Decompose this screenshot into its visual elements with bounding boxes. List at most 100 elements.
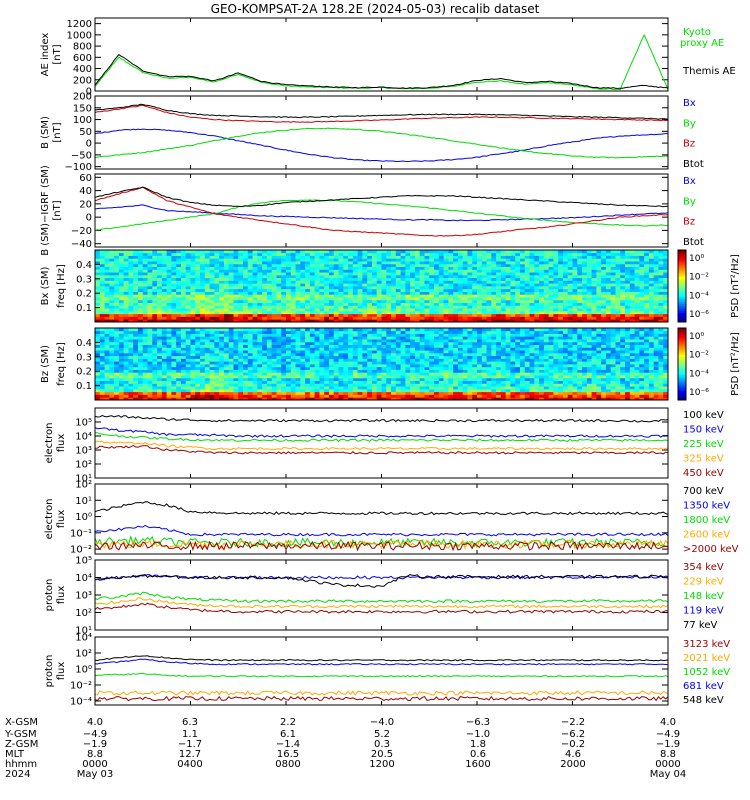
heatmap-cell: [257, 372, 263, 376]
heatmap-cell: [453, 302, 459, 306]
heatmap-cell: [414, 280, 421, 284]
legend-entry: Btot: [683, 237, 704, 248]
heatmap-cell: [185, 330, 191, 334]
heatmap-cell: [262, 250, 268, 254]
heatmap-cell: [605, 294, 612, 298]
heatmap-cell: [223, 313, 230, 317]
heatmap-cell: [161, 358, 168, 362]
heatmap-cell: [639, 261, 645, 265]
heatmap-cell: [123, 297, 129, 301]
heatmap-cell: [243, 269, 249, 273]
heatmap-cell: [223, 310, 230, 315]
heatmap-cell: [629, 302, 635, 306]
heatmap-cell: [591, 272, 597, 276]
heatmap-cell: [653, 277, 659, 281]
heatmap-cell: [548, 319, 554, 323]
heatmap-cell: [171, 358, 177, 362]
heatmap-cell: [142, 336, 148, 340]
heatmap-cell: [453, 263, 459, 268]
heatmap-cell: [209, 302, 215, 306]
heatmap-cell: [295, 310, 301, 315]
heatmap-cell: [371, 272, 378, 276]
heatmap-cell: [176, 258, 182, 262]
heatmap-cell: [348, 369, 354, 373]
heatmap-cell: [596, 250, 602, 254]
heatmap-cell: [142, 316, 148, 320]
heatmap-cell: [477, 274, 483, 279]
heatmap-cell: [510, 277, 516, 281]
heatmap-cell: [137, 369, 144, 373]
heatmap-cell: [190, 319, 196, 323]
heatmap-cell: [328, 263, 335, 268]
heatmap-cell: [438, 313, 444, 317]
heatmap-cell: [457, 294, 464, 298]
heatmap-cell: [395, 391, 402, 395]
heatmap-cell: [333, 297, 339, 301]
heatmap-cell: [391, 341, 397, 346]
heatmap-cell: [438, 297, 444, 301]
heatmap-cell: [161, 366, 168, 370]
heatmap-cell: [128, 380, 134, 384]
y-tick-label: 60: [79, 173, 92, 184]
heatmap-cell: [434, 305, 440, 309]
heatmap-cell: [524, 255, 530, 259]
heatmap-cell: [558, 308, 564, 312]
heatmap-cell: [639, 274, 645, 279]
heatmap-cell: [467, 258, 473, 262]
heatmap-cell: [663, 283, 669, 287]
heatmap-cell: [357, 394, 363, 398]
colorbar-step: [678, 304, 686, 307]
heatmap-cell: [114, 355, 120, 359]
heatmap-cell: [228, 297, 234, 301]
heatmap-cell: [429, 258, 435, 262]
heatmap-cell: [114, 339, 120, 343]
heatmap-cell: [348, 330, 354, 334]
heatmap-cell: [171, 299, 177, 304]
heatmap-cell: [233, 352, 239, 357]
heatmap-cell: [343, 250, 349, 254]
heatmap-cell: [457, 302, 464, 306]
heatmap-cell: [328, 277, 335, 281]
heatmap-cell: [114, 391, 120, 395]
heatmap-cell: [534, 261, 540, 265]
heatmap-cell: [161, 291, 168, 295]
heatmap-cell: [615, 302, 621, 306]
heatmap-cell: [114, 352, 120, 357]
heatmap-cell: [286, 341, 292, 346]
heatmap-cell: [324, 274, 330, 279]
heatmap-cell: [371, 358, 378, 362]
heatmap-cell: [348, 344, 354, 348]
heatmap-cell: [467, 294, 473, 298]
heatmap-cell: [295, 369, 301, 373]
heatmap-cell: [333, 266, 339, 270]
heatmap-cell: [352, 258, 359, 262]
heatmap-cell: [371, 297, 378, 301]
heatmap-cell: [605, 258, 612, 262]
heatmap-cell: [309, 294, 316, 298]
heatmap-cell: [386, 277, 392, 281]
heatmap-cell: [271, 274, 277, 279]
heatmap-cell: [95, 294, 101, 298]
heatmap-cell: [243, 291, 249, 295]
heatmap-cell: [367, 328, 373, 332]
heatmap-cell: [180, 313, 187, 317]
heatmap-cell: [534, 274, 540, 279]
heatmap-cell: [180, 347, 187, 351]
heatmap-cell: [424, 252, 430, 256]
heatmap-cell: [157, 391, 163, 395]
heatmap-cell: [328, 258, 335, 262]
heatmap-cell: [534, 250, 540, 254]
heatmap-cell: [486, 261, 492, 265]
heatmap-cell: [524, 258, 530, 262]
heatmap-cell: [195, 330, 201, 334]
heatmap-cell: [290, 258, 296, 262]
heatmap-cell: [271, 364, 277, 368]
heatmap-cell: [338, 377, 344, 382]
heatmap-cell: [634, 316, 640, 320]
heatmap-cell: [328, 297, 335, 301]
heatmap-cell: [457, 274, 464, 279]
heatmap-cell: [586, 258, 593, 262]
heatmap-cell: [185, 339, 191, 343]
heatmap-cell: [190, 341, 196, 346]
heatmap-cell: [257, 352, 263, 357]
